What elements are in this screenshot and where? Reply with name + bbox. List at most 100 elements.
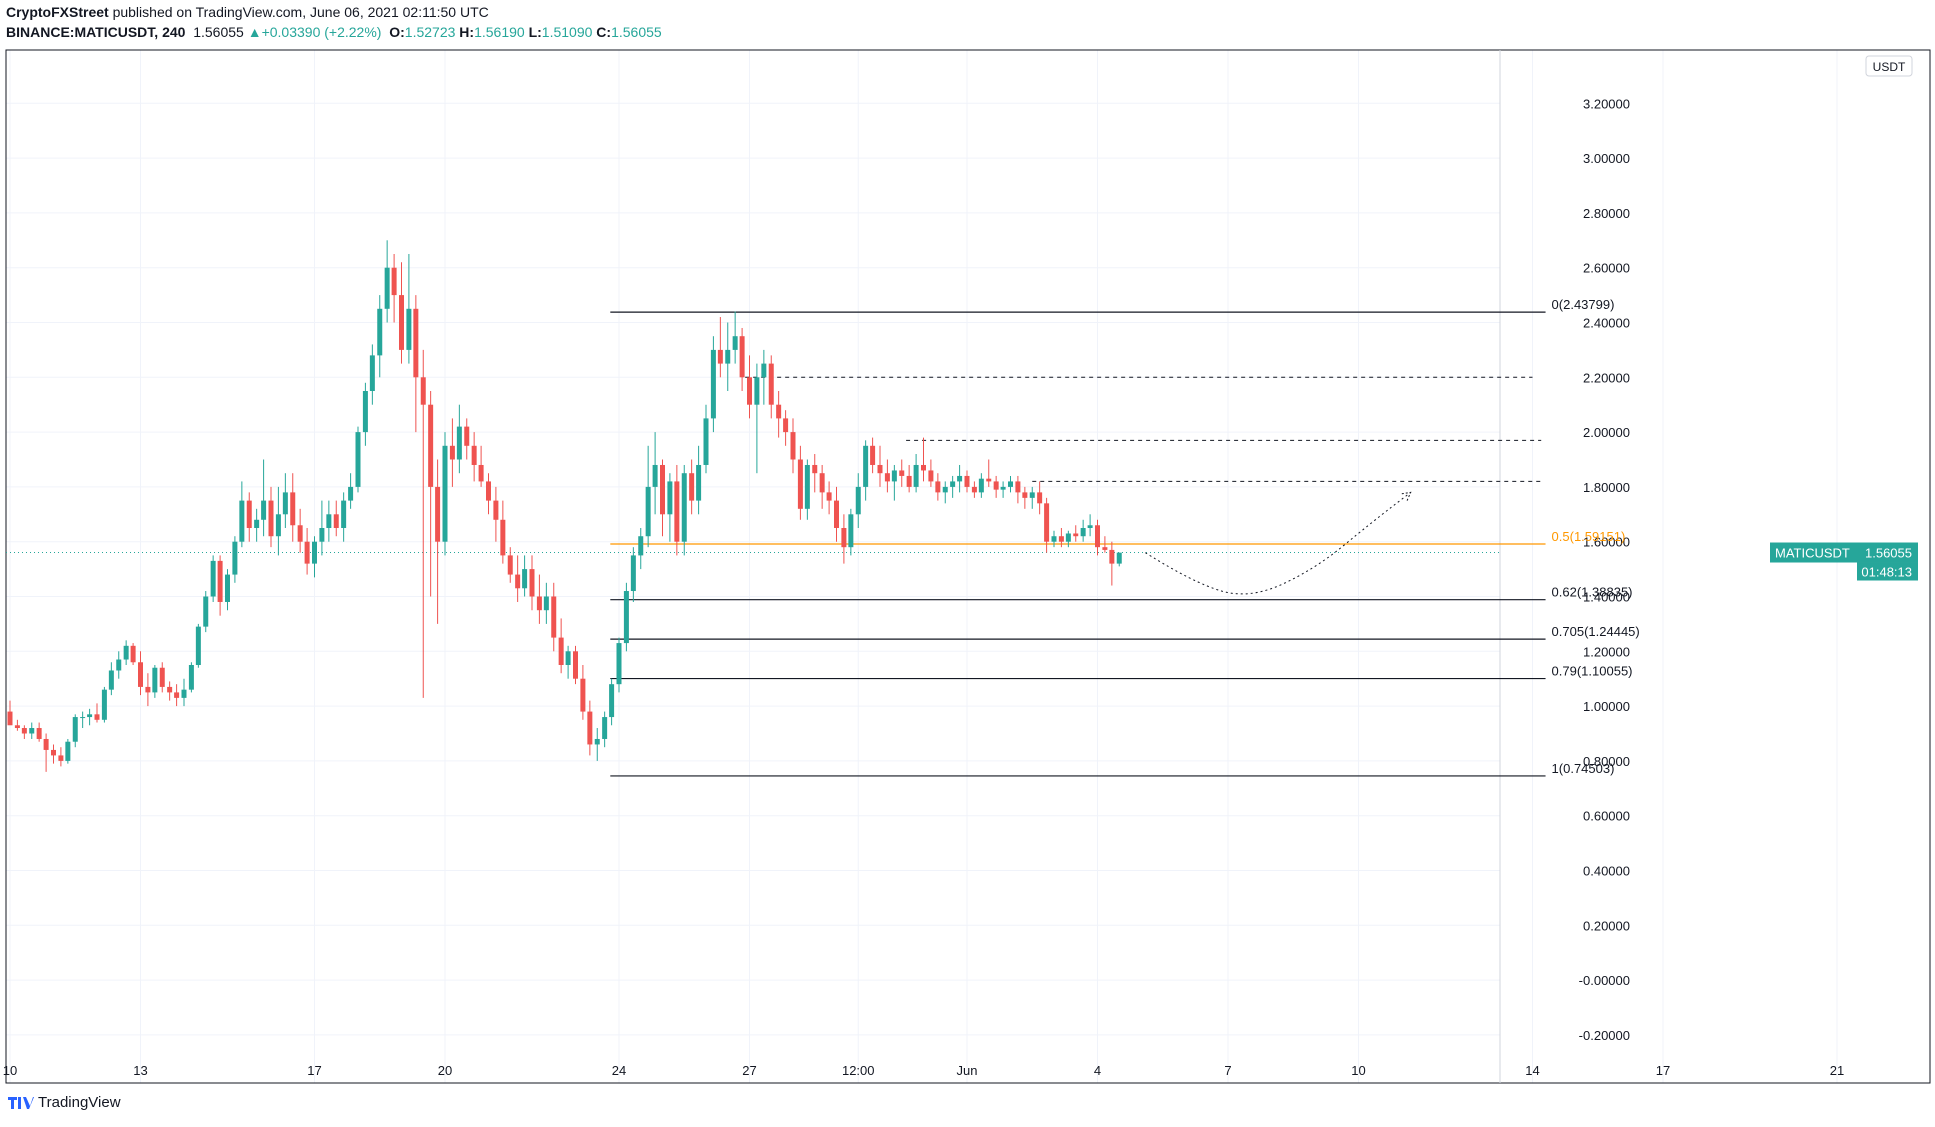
- price-label-symbol: MATICUSDT: [1775, 546, 1850, 561]
- x-tick-label: 17: [307, 1063, 321, 1078]
- candle-body: [913, 464, 919, 487]
- candle-body: [652, 464, 658, 487]
- candle-body: [710, 349, 716, 419]
- candle-body: [834, 500, 839, 528]
- y-tick-label: 1.20000: [1583, 644, 1630, 659]
- candle-body: [399, 295, 404, 350]
- candle-body: [1065, 533, 1071, 542]
- candle-body: [203, 596, 209, 627]
- candle-body: [58, 755, 64, 761]
- candle-body: [217, 560, 223, 602]
- candle-body: [587, 711, 593, 745]
- candle-body: [950, 481, 956, 487]
- candle-body: [420, 377, 426, 405]
- candle-body: [717, 349, 723, 364]
- candle-body: [159, 667, 165, 687]
- y-tick-label: -0.20000: [1579, 1028, 1630, 1043]
- y-tick-label: 2.20000: [1583, 370, 1630, 385]
- y-tick-label: 3.20000: [1583, 96, 1630, 111]
- candle-body: [522, 569, 528, 589]
- candle-body: [108, 670, 114, 690]
- candle-body: [964, 475, 970, 487]
- fib-level-label: 0(2.43799): [1552, 297, 1615, 312]
- candle-body: [1015, 481, 1021, 493]
- tradingview-logo-icon: [8, 1096, 34, 1109]
- candle-body: [282, 492, 288, 515]
- countdown-box: [1857, 562, 1918, 581]
- candle-body: [362, 391, 368, 433]
- candle-body: [369, 355, 375, 391]
- candle-body: [790, 432, 796, 460]
- candle-body: [195, 626, 201, 665]
- candle-body: [891, 470, 897, 482]
- x-tick-label: 10: [1351, 1063, 1365, 1078]
- y-tick-label: 1.80000: [1583, 480, 1630, 495]
- candle-body: [232, 541, 238, 575]
- chart-frame: [5, 49, 1931, 1084]
- candle-body: [971, 486, 977, 493]
- candle-body: [797, 459, 803, 509]
- candle-body: [826, 492, 832, 501]
- candle-body: [254, 519, 260, 528]
- x-tick-label: 4: [1094, 1063, 1101, 1078]
- high-value: 1.56190: [474, 24, 525, 40]
- candle-body: [65, 741, 71, 761]
- symbol-name: BINANCE:MATICUSDT, 240: [6, 24, 186, 40]
- fib-level-label: 0.5(1.59151): [1552, 529, 1626, 544]
- y-tick-label: 1.40000: [1583, 590, 1630, 605]
- candle-body: [623, 591, 629, 644]
- candle-body: [442, 445, 448, 542]
- candle-body: [449, 445, 455, 460]
- candle-body: [51, 749, 56, 756]
- candle-body: [1008, 481, 1013, 487]
- candle-body: [1080, 528, 1086, 537]
- candle-body: [72, 717, 78, 742]
- candle-body: [935, 481, 941, 493]
- candle-body: [500, 519, 506, 556]
- footer-brand: TradingView: [8, 1094, 121, 1111]
- candle-body: [1116, 552, 1122, 564]
- candle-body: [515, 574, 521, 589]
- fib-level-label: 0.79(1.10055): [1552, 664, 1633, 679]
- candle-body: [674, 481, 680, 542]
- x-tick-label: 12:00: [842, 1063, 875, 1078]
- candle-body: [145, 686, 151, 693]
- candle-body: [776, 404, 782, 419]
- price-label-value: 1.56055: [1865, 546, 1912, 561]
- candle-body: [246, 500, 252, 528]
- candle-body: [101, 689, 107, 720]
- y-tick-label: -0.00000: [1579, 973, 1630, 988]
- candle-body: [747, 377, 752, 405]
- candle-body: [732, 336, 738, 350]
- candle-body: [326, 514, 332, 528]
- candle-body: [630, 555, 636, 592]
- candle-body: [848, 514, 854, 548]
- candle-body: [696, 464, 702, 501]
- x-tick-label: 20: [438, 1063, 452, 1078]
- candle-body: [355, 432, 361, 487]
- candle-body: [602, 717, 608, 739]
- x-tick-label: 14: [1525, 1063, 1539, 1078]
- candle-body: [573, 651, 578, 679]
- candle-body: [14, 725, 20, 729]
- candle-body: [942, 486, 948, 493]
- change-up-icon: ▲: [247, 24, 262, 40]
- candle-body: [188, 665, 194, 690]
- candle-body: [80, 717, 86, 719]
- candle-body: [138, 662, 143, 687]
- candle-body: [21, 728, 27, 734]
- candle-body: [594, 738, 600, 745]
- candle-body: [493, 500, 499, 520]
- x-tick-label: 7: [1224, 1063, 1231, 1078]
- y-tick-label: 2.60000: [1583, 261, 1630, 276]
- open-label: O:: [389, 24, 405, 40]
- candle-body: [464, 426, 470, 446]
- candle-body: [87, 714, 93, 718]
- candle-body: [689, 473, 695, 501]
- candle-body: [877, 464, 883, 474]
- y-tick-label: 2.80000: [1583, 206, 1630, 221]
- candle-body: [456, 426, 462, 460]
- candle-body: [739, 336, 745, 378]
- y-tick-label: 0.20000: [1583, 918, 1630, 933]
